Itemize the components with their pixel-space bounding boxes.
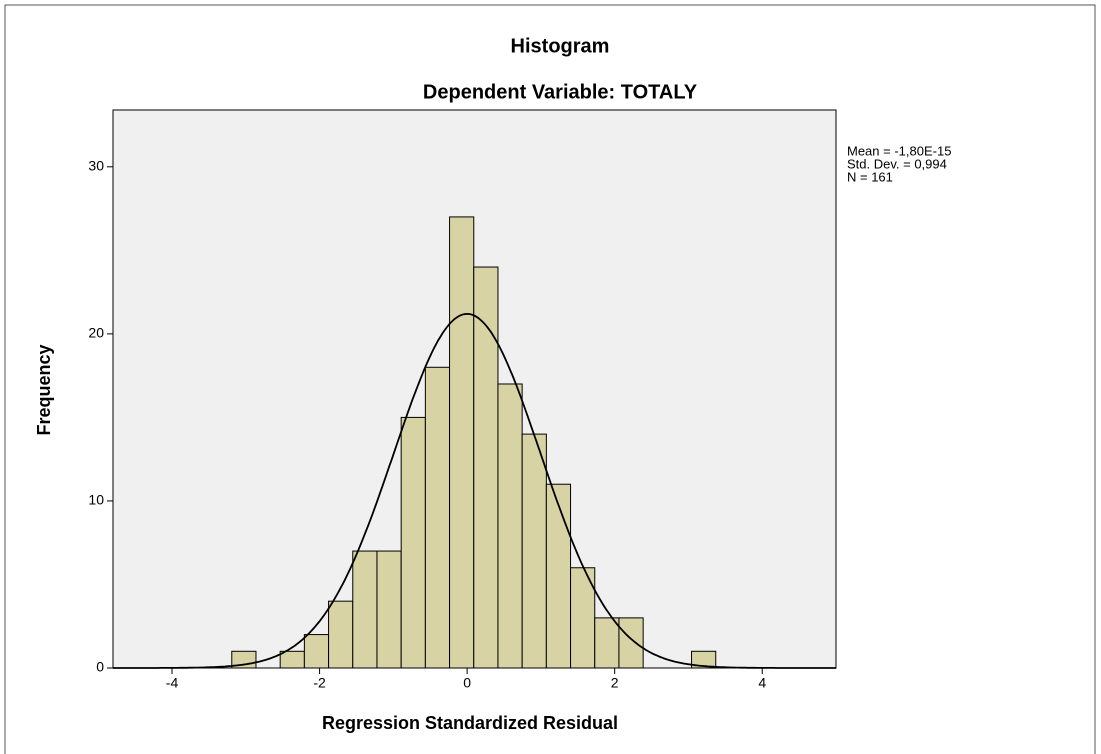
stats-annotation: Mean = -1,80E-15 — [847, 143, 951, 158]
bar — [328, 600, 354, 669]
bar — [521, 433, 547, 669]
stats-annotation: N = 161 — [847, 169, 893, 184]
y-tick-label: 10 — [88, 492, 104, 508]
bar — [570, 567, 596, 669]
bar — [424, 366, 451, 669]
y-axis-label: Frequency — [34, 344, 54, 435]
bar — [691, 650, 717, 669]
normal-curve — [113, 312, 836, 669]
bar — [497, 383, 523, 669]
bar — [376, 550, 402, 669]
x-tick-label: -4 — [166, 675, 179, 691]
bar — [352, 550, 378, 669]
bar — [400, 416, 426, 669]
bar — [449, 216, 475, 669]
x-tick-label: 0 — [463, 675, 471, 691]
stats-annotation: Std. Dev. = 0,994 — [847, 156, 947, 171]
bar — [594, 617, 620, 669]
x-tick-label: 4 — [758, 675, 766, 691]
bar — [545, 483, 572, 669]
bar — [618, 617, 644, 669]
y-tick-label: 20 — [88, 325, 104, 341]
y-tick-label: 0 — [96, 659, 104, 675]
bar — [303, 634, 330, 669]
bar — [473, 266, 499, 669]
x-axis-label: Regression Standardized Residual — [322, 713, 618, 733]
x-tick-label: 2 — [611, 675, 619, 691]
bar — [279, 650, 305, 669]
chart-subtitle: Dependent Variable: TOTALY — [423, 81, 698, 103]
x-tick-label: -2 — [313, 675, 326, 691]
y-tick-label: 30 — [88, 158, 104, 174]
chart-title: Histogram — [511, 35, 610, 57]
